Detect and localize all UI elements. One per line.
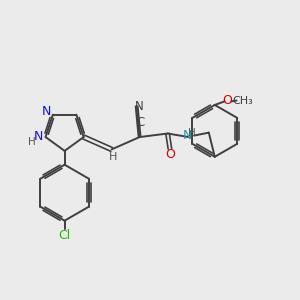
- Text: N: N: [34, 130, 43, 143]
- Text: H: H: [28, 137, 35, 147]
- Text: N: N: [183, 129, 192, 142]
- Text: O: O: [166, 148, 176, 161]
- Text: Cl: Cl: [58, 229, 71, 242]
- Text: H: H: [109, 152, 117, 162]
- Text: O: O: [223, 94, 232, 107]
- Text: CH₃: CH₃: [232, 95, 253, 106]
- Text: N: N: [42, 105, 51, 118]
- Text: C: C: [136, 116, 144, 129]
- Text: N: N: [135, 100, 144, 112]
- Text: H: H: [188, 128, 196, 138]
